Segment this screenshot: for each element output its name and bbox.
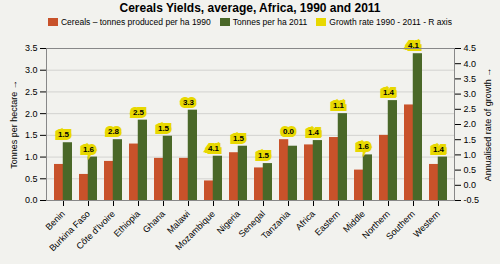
svg-text:1.4: 1.4 — [308, 128, 320, 137]
svg-text:0.0: 0.0 — [464, 180, 477, 190]
svg-text:Côte d'Ivoire: Côte d'Ivoire — [74, 209, 117, 252]
svg-text:Nigeria: Nigeria — [214, 208, 242, 236]
svg-text:2.8: 2.8 — [108, 127, 120, 136]
svg-text:Western: Western — [411, 209, 442, 240]
svg-text:4.1: 4.1 — [407, 41, 420, 51]
svg-text:3.0: 3.0 — [25, 65, 38, 75]
svg-text:Benin: Benin — [44, 209, 67, 232]
svg-text:Malawi: Malawi — [165, 208, 192, 236]
svg-text:4.1: 4.1 — [208, 144, 220, 153]
svg-text:1.5: 1.5 — [158, 124, 170, 133]
html-text:Growth rate 1990 - 2011 - R ax: Growth rate 1990 - 2011 - R axis — [329, 17, 452, 27]
svg-text:2.0: 2.0 — [25, 109, 38, 119]
html-text:Cereals Yields, average, Afric: Cereals Yields, average, Africa, 1990 an… — [119, 1, 381, 15]
svg-text:1.6: 1.6 — [83, 145, 95, 154]
svg-text:Tonnes per hectare →: Tonnes per hectare → — [9, 80, 19, 169]
svg-text:1.5: 1.5 — [25, 130, 38, 140]
svg-text:3.5: 3.5 — [25, 43, 38, 53]
svg-text:1.0: 1.0 — [464, 150, 477, 160]
svg-text:Middle: Middle — [341, 208, 367, 235]
svg-text:Mozambique: Mozambique — [173, 209, 217, 253]
svg-text:-0.5: -0.5 — [464, 195, 480, 205]
svg-text:1.1: 1.1 — [333, 101, 345, 110]
html-text:Cereals – tonnes produced per: Cereals – tonnes produced per ha 1990 — [61, 17, 211, 27]
svg-text:1.4: 1.4 — [383, 88, 395, 97]
svg-text:Africa: Africa — [294, 209, 317, 232]
svg-text:1.4: 1.4 — [433, 145, 445, 154]
svg-text:1.5: 1.5 — [464, 135, 477, 145]
svg-text:0.0: 0.0 — [283, 127, 295, 136]
svg-text:2.5: 2.5 — [133, 108, 145, 117]
svg-text:1.5: 1.5 — [258, 151, 270, 160]
svg-text:3.3: 3.3 — [183, 98, 195, 107]
svg-text:2.5: 2.5 — [464, 104, 477, 114]
svg-text:Ghana: Ghana — [141, 209, 167, 235]
svg-text:0.5: 0.5 — [25, 174, 38, 184]
svg-text:Eastern: Eastern — [313, 209, 342, 238]
svg-text:0.5: 0.5 — [464, 165, 477, 175]
svg-text:Senegal: Senegal — [236, 208, 267, 240]
svg-text:1.5: 1.5 — [58, 130, 70, 139]
svg-text:Annualised rate of growth →: Annualised rate of growth → — [483, 68, 493, 182]
svg-text:1.6: 1.6 — [358, 142, 370, 151]
svg-text:3.5: 3.5 — [464, 74, 477, 84]
svg-text:0.0: 0.0 — [25, 195, 38, 205]
svg-text:Northern: Northern — [360, 208, 392, 241]
svg-text:Southern: Southern — [384, 209, 417, 242]
svg-text:4.0: 4.0 — [464, 59, 477, 69]
svg-text:2.0: 2.0 — [464, 119, 477, 129]
svg-text:Ethiopia: Ethiopia — [112, 209, 142, 239]
svg-text:3.0: 3.0 — [464, 89, 477, 99]
svg-text:Tanzania: Tanzania — [259, 209, 292, 242]
svg-text:1.0: 1.0 — [25, 152, 38, 162]
svg-text:4.5: 4.5 — [464, 43, 477, 53]
svg-text:2.5: 2.5 — [25, 87, 38, 97]
svg-text:1.5: 1.5 — [233, 134, 245, 143]
html-text:Tonnes per ha 2011: Tonnes per ha 2011 — [232, 17, 308, 27]
svg-text:Burkina Faso: Burkina Faso — [47, 208, 92, 254]
